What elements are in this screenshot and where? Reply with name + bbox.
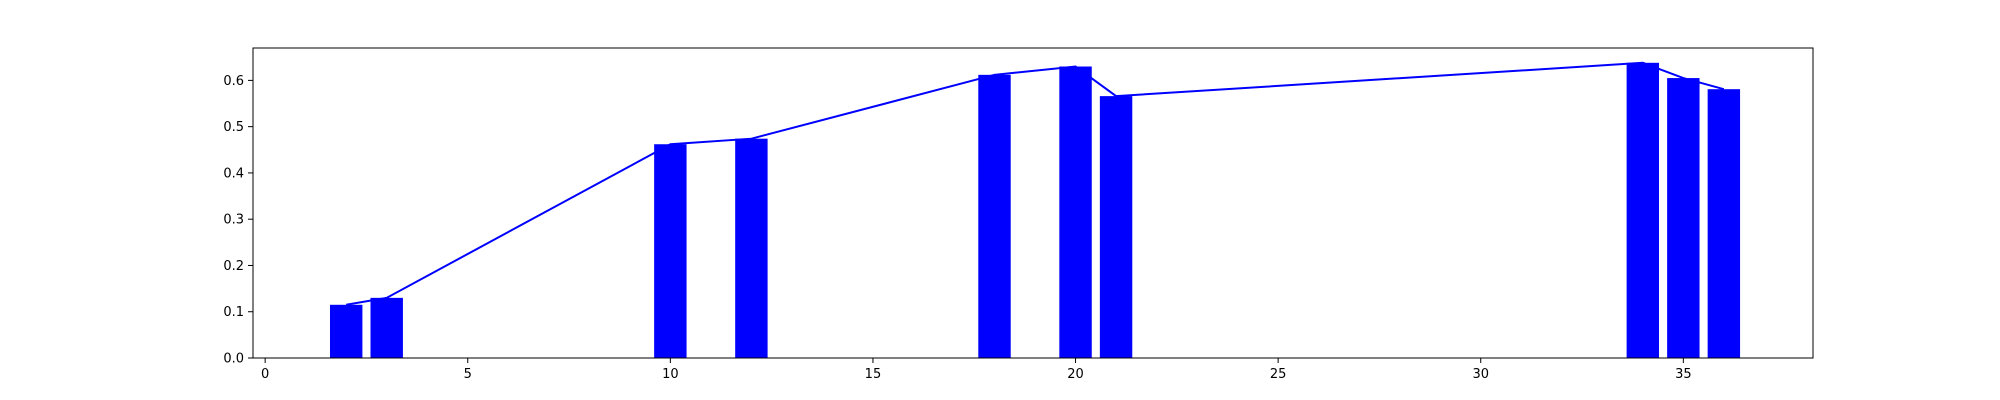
x-axis: 0 5 10 15 20 25 30 35: [261, 358, 1692, 382]
x-tick-label: 20: [1067, 367, 1084, 382]
x-tick-label: 5: [464, 367, 472, 382]
x-tick-label: 10: [662, 367, 679, 382]
bar-18: [978, 74, 1011, 359]
x-tick-label: 30: [1472, 367, 1489, 382]
bar-35: [1667, 78, 1700, 359]
x-tick-label: 15: [865, 367, 882, 382]
bar-3: [370, 297, 403, 358]
x-tick-label: 35: [1675, 367, 1692, 382]
bar-10: [654, 144, 687, 358]
x-tick-label: 25: [1270, 367, 1287, 382]
y-tick-label: 0.5: [223, 120, 244, 135]
y-tick-label: 0.6: [223, 74, 244, 89]
bar-34: [1626, 62, 1660, 358]
bar-21: [1099, 96, 1133, 359]
x-tick-label: 0: [261, 367, 269, 382]
y-tick-label: 0.2: [223, 259, 244, 274]
y-tick-label: 0.0: [223, 352, 244, 367]
bar-2: [329, 304, 363, 358]
plot-frame: [252, 47, 1814, 359]
bars-layer: [329, 62, 1741, 359]
series-line: [346, 61, 1725, 306]
line-layer: [346, 61, 1725, 306]
y-tick-label: 0.4: [223, 166, 244, 181]
y-axis: 0.0 0.1 0.2 0.3 0.4 0.5 0.6: [223, 74, 253, 367]
y-tick-label: 0.3: [223, 213, 244, 228]
bar-20: [1059, 66, 1092, 359]
bar-36: [1707, 89, 1741, 358]
bar-12: [735, 138, 768, 358]
y-tick-label: 0.1: [223, 305, 244, 320]
